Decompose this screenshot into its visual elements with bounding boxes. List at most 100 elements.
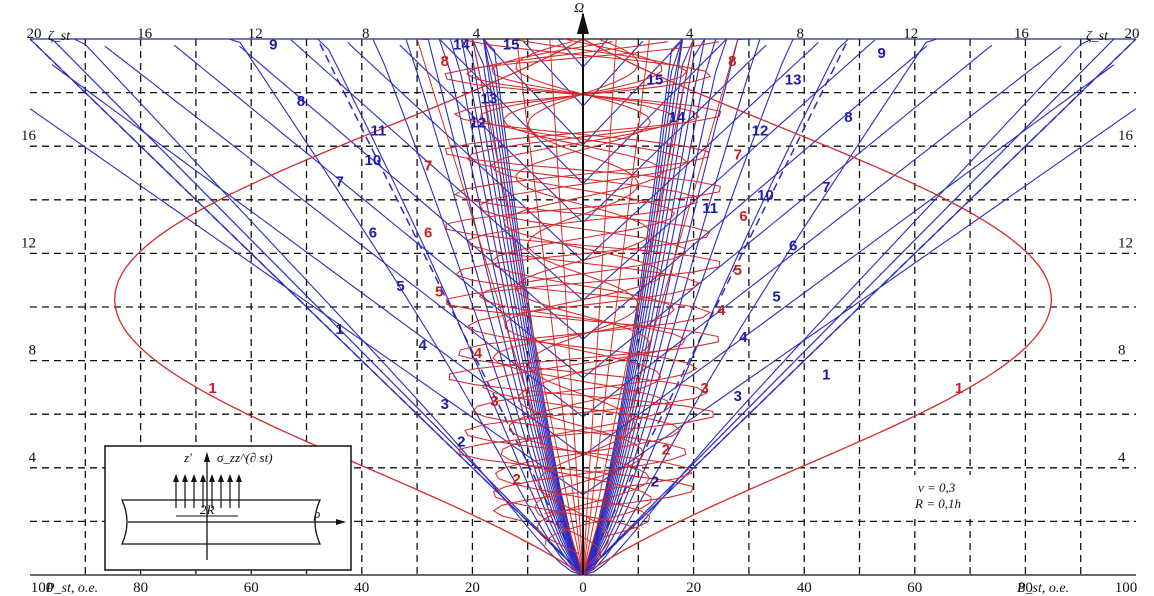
blue-mode-curve — [582, 38, 1136, 576]
y-tick-label-right: 8 — [1118, 343, 1126, 359]
blue-mode-curve — [290, 39, 584, 301]
blue-curve-label: 2 — [651, 474, 659, 491]
red-curve-label: 8 — [441, 53, 449, 70]
top-tick-label: 16 — [137, 26, 153, 42]
red-fan-line — [582, 38, 695, 576]
bottom-tick-label: 100 — [31, 580, 54, 596]
red-curves — [113, 38, 1053, 576]
param-nu: ν = 0,3 — [918, 480, 956, 495]
red-curve-label: 5 — [435, 283, 443, 300]
blue-curve-label: 3 — [734, 388, 742, 405]
inset-z-label: z' — [183, 450, 192, 465]
top-tick-label: 16 — [1014, 26, 1030, 42]
blue-mode-curve — [30, 38, 584, 576]
blue-curve-label: 1 — [822, 366, 830, 383]
blue-mode-curve — [439, 39, 584, 185]
red-curve-label: 1 — [955, 380, 963, 397]
blue-curve-label: 7 — [822, 179, 830, 196]
blue-dashed-asymptote — [316, 38, 584, 576]
blue-mode-curve — [104, 45, 584, 418]
blue-curve-label: 12 — [752, 122, 769, 139]
y-tick-label-right: 12 — [1118, 235, 1133, 251]
blue-mode-curve — [582, 108, 1137, 496]
blue-mode-curve — [582, 45, 1062, 418]
red-mode-curve — [502, 38, 663, 555]
top-tick-label: 12 — [903, 26, 918, 42]
red-fan-line — [582, 38, 650, 576]
bottom-tick-label: 40 — [354, 580, 369, 596]
inset-load-arrowhead — [218, 474, 224, 482]
inset-load-arrows — [173, 474, 242, 508]
inset-plate — [120, 499, 322, 545]
bottom-right-axis-label: P_st, o.e. — [1016, 581, 1069, 596]
bottom-tick-label: 100 — [1115, 580, 1138, 596]
top-tick-label: 12 — [248, 26, 263, 42]
blue-mode-curve — [399, 44, 584, 223]
inset-load-arrowhead — [209, 474, 215, 482]
red-fan-line — [516, 38, 584, 576]
red-mode-curve — [444, 41, 722, 514]
red-fan-line — [582, 38, 739, 576]
blue-corner-line — [51, 38, 584, 576]
red-curve-label: 7 — [424, 157, 432, 174]
blue-curve-label: 9 — [269, 37, 277, 54]
blue-mode-curve — [582, 41, 819, 262]
red-curve-label: 6 — [424, 224, 432, 241]
blue-curve-label: 5 — [772, 289, 780, 306]
top-tick-label: 20 — [27, 26, 42, 42]
blue-curve-label: 13 — [785, 72, 802, 89]
params-background — [912, 475, 1002, 515]
red-curve-label: 6 — [739, 208, 747, 225]
top-right-axis-label: ζ_st — [1086, 29, 1109, 44]
red-fan-line — [471, 38, 584, 576]
blue-curve-label: 14 — [669, 109, 686, 126]
blue-corner-line — [582, 38, 1115, 576]
blue-mode-curve — [582, 40, 683, 146]
omega-axis-arrow — [577, 12, 589, 34]
blue-mode-curve — [582, 44, 993, 379]
blue-mode-curve — [238, 45, 584, 340]
blue-mode-curve — [347, 41, 584, 262]
red-curve-label: 5 — [734, 262, 742, 279]
blue-curve-label: 6 — [369, 224, 377, 241]
top-tick-label: 4 — [686, 26, 694, 42]
top-tick-labels: 20 16 12 8 4 4 8 12 16 20 — [27, 26, 1140, 42]
blue-curve-label: 10 — [757, 187, 774, 204]
blue-mode-curve — [29, 108, 584, 496]
inset-frame — [104, 445, 352, 571]
inset-load-arrowhead — [227, 474, 233, 482]
blue-curve-label: 7 — [336, 173, 344, 190]
bottom-tick-label: 80 — [1018, 580, 1033, 596]
blue-mode-curve — [582, 39, 727, 185]
blue-dashed-asymptote — [582, 38, 850, 576]
red-curve-label: 2 — [512, 471, 520, 488]
blue-corner-line — [29, 38, 584, 576]
blue-curve-label: 10 — [365, 152, 382, 169]
bottom-tick-label: 80 — [133, 580, 148, 596]
blue-mode-curve — [582, 44, 767, 223]
blue-curve-label: 9 — [877, 45, 885, 62]
red-curve-label: 1 — [208, 380, 216, 397]
y-tick-label-left: 16 — [21, 128, 37, 144]
red-mode-curve — [453, 38, 712, 522]
blue-mode-curve — [582, 38, 609, 68]
blue-curve-label: 4 — [739, 329, 748, 346]
blue-mode-curve — [51, 64, 584, 457]
blue-mode-curve — [30, 38, 584, 576]
red-mode-curve — [527, 38, 639, 570]
inset-rho-arrow — [336, 519, 346, 525]
inset-diagram: z' σ_zz^(∂ st) 2R ρ — [104, 445, 352, 571]
inset-load-arrowhead — [191, 474, 197, 482]
red-mode-curve — [515, 41, 652, 562]
red-envelope-curve — [582, 38, 1053, 576]
blue-mode-curve — [582, 45, 928, 340]
inset-sigma-label: σ_zz^(∂ st) — [217, 450, 273, 465]
y-tick-label-left: 4 — [29, 450, 37, 466]
red-fan-line — [582, 38, 617, 576]
inset-load-arrowhead — [236, 474, 242, 482]
red-fan-line — [416, 38, 584, 576]
